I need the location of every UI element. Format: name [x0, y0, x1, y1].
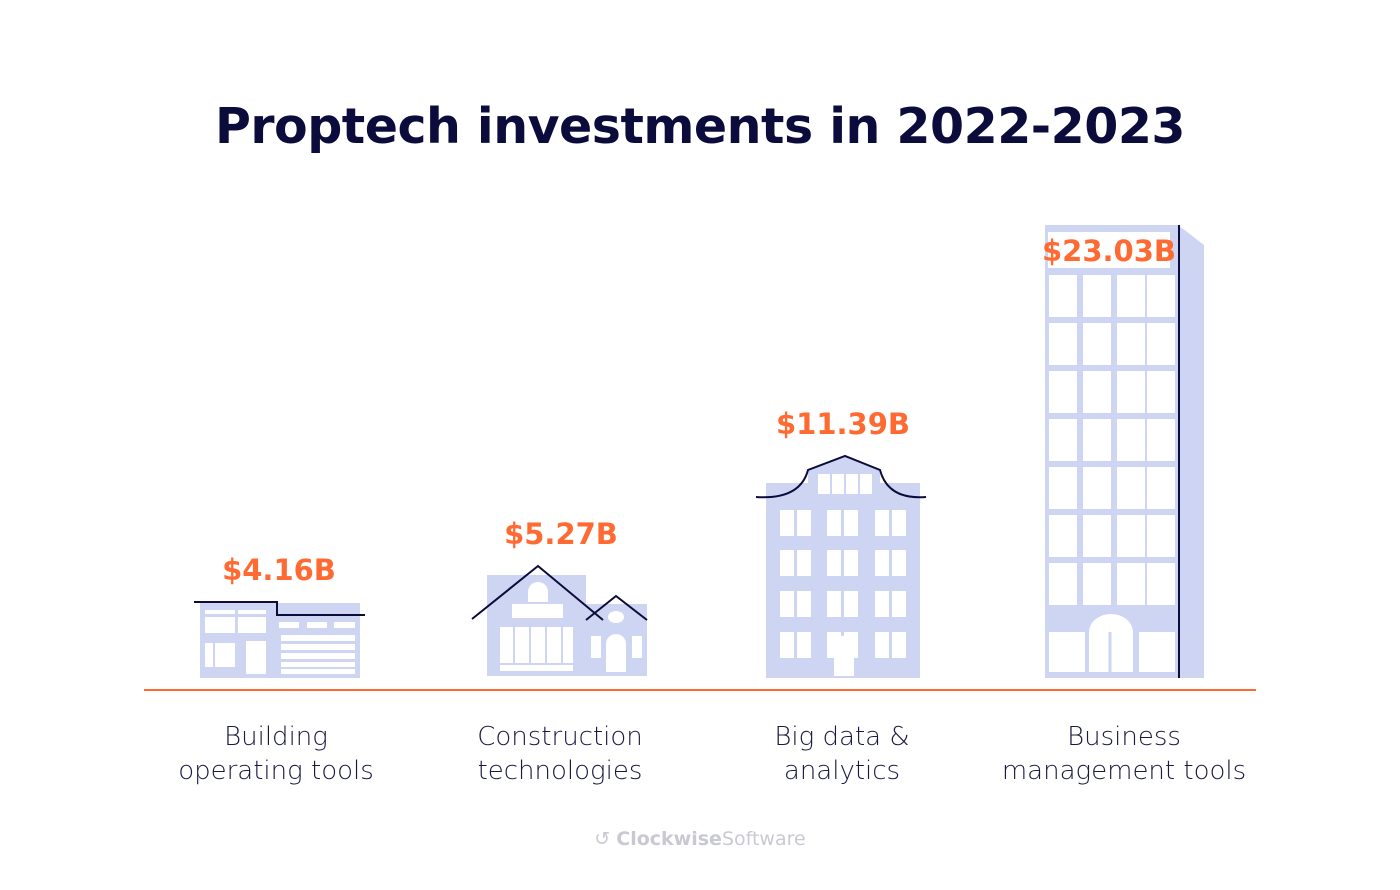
window [780, 550, 794, 576]
window [780, 510, 794, 536]
window [860, 474, 872, 494]
window [1147, 515, 1175, 557]
window [1049, 632, 1085, 672]
window [1147, 467, 1175, 509]
window [1083, 419, 1111, 461]
category-label-0: Building operating tools [126, 720, 426, 788]
window [1117, 419, 1145, 461]
window [818, 474, 830, 494]
clockwise-logo-icon: ↺ [594, 828, 611, 850]
window [780, 591, 794, 617]
window [797, 632, 811, 658]
window [844, 510, 858, 536]
window [1117, 563, 1145, 605]
window [875, 510, 889, 536]
window [827, 550, 841, 576]
category-line: management tools [1001, 756, 1247, 786]
window [875, 591, 889, 617]
window [827, 510, 841, 536]
window [797, 510, 811, 536]
window [844, 591, 858, 617]
brand-suffix: Software [721, 828, 806, 850]
category-line: technologies [477, 756, 643, 786]
window [1083, 563, 1111, 605]
window [1049, 515, 1077, 557]
category-label-3: Business management tools [974, 720, 1274, 788]
category-label-1: Construction technologies [410, 720, 710, 788]
category-line: Business [1067, 722, 1181, 752]
window [1117, 467, 1145, 509]
window [1147, 275, 1175, 317]
window [1083, 323, 1111, 365]
window [1117, 371, 1145, 413]
window [780, 632, 794, 658]
window [1083, 467, 1111, 509]
category-line: Construction [477, 722, 643, 752]
category-label-2: Big data & analytics [692, 720, 992, 788]
window [1147, 419, 1175, 461]
window [1117, 515, 1145, 557]
category-line: operating tools [178, 756, 374, 786]
window [834, 636, 854, 676]
window [1049, 323, 1077, 365]
value-label-0: $4.16B [222, 553, 336, 587]
window [875, 550, 889, 576]
brand-logo: ↺ ClockwiseSoftware [0, 828, 1400, 850]
bar-big-data-analytics [755, 454, 927, 678]
brand-name: Clockwise [616, 828, 722, 850]
bar-construction-technologies [471, 564, 648, 676]
window [892, 591, 906, 617]
window [1147, 323, 1175, 365]
window [832, 474, 844, 494]
window [797, 591, 811, 617]
window [1049, 275, 1077, 317]
window [1147, 563, 1175, 605]
window [797, 550, 811, 576]
window [875, 632, 889, 658]
value-label-2: $11.39B [776, 407, 910, 441]
window [1139, 632, 1175, 672]
window [892, 510, 906, 536]
category-line: Big data & [774, 722, 910, 752]
window [1083, 515, 1111, 557]
window [1117, 275, 1145, 317]
value-label-1: $5.27B [504, 517, 618, 551]
window [1083, 275, 1111, 317]
value-label-3: $23.03B [1042, 234, 1176, 268]
window [1147, 371, 1175, 413]
window [1049, 467, 1077, 509]
window [846, 474, 858, 494]
bar-building-operating-tools [194, 601, 365, 678]
window [1083, 371, 1111, 413]
window [1049, 419, 1077, 461]
window [1049, 371, 1077, 413]
window [892, 550, 906, 576]
window [844, 550, 858, 576]
category-line: Building [224, 722, 328, 752]
window [827, 591, 841, 617]
chart-title: Proptech investments in 2022-2023 [214, 98, 1186, 155]
bar-business-management-tools [1045, 225, 1204, 678]
category-line: analytics [783, 756, 901, 786]
window [1117, 323, 1145, 365]
window [892, 632, 906, 658]
window [1049, 563, 1077, 605]
